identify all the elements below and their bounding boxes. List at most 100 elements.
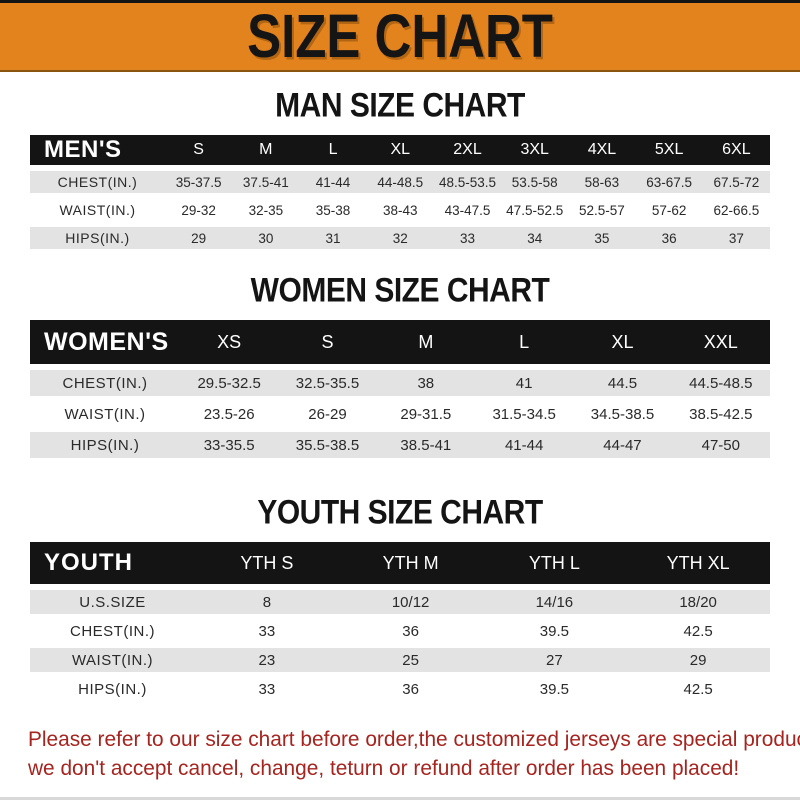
size-value-cell: 38 bbox=[417, 374, 435, 392]
size-value-cell: 52.5-57 bbox=[579, 202, 625, 218]
row-label: CHEST(IN.) bbox=[70, 622, 155, 640]
size-value-cell: 57-62 bbox=[651, 202, 687, 218]
column-header: 6XL bbox=[722, 141, 751, 158]
women-size-table: WOMEN'S XS S M L XL XXL CHEST(IN.) 29.5-32.5 32.… bbox=[30, 320, 770, 458]
size-value-cell: 29 bbox=[689, 651, 707, 669]
column-header: 5XL bbox=[654, 141, 684, 158]
column-header: XL bbox=[390, 141, 411, 158]
size-value-cell: 33-35.5 bbox=[203, 436, 255, 454]
size-value-cell: 29-31.5 bbox=[400, 405, 452, 423]
man-section-title: MAN SIZE CHART bbox=[275, 86, 525, 125]
size-value-cell: 36 bbox=[661, 230, 677, 246]
size-value-cell: 42.5 bbox=[683, 680, 713, 698]
size-value-cell: 23 bbox=[258, 651, 276, 669]
size-chart-banner: SIZE CHART bbox=[0, 0, 800, 72]
row-label: HIPS(IN.) bbox=[78, 680, 147, 698]
size-value-cell: 34.5-38.5 bbox=[590, 405, 655, 423]
size-value-cell: 33 bbox=[258, 680, 276, 698]
column-header: XXL bbox=[703, 331, 738, 352]
size-value-cell: 38.5-41 bbox=[400, 436, 452, 454]
column-header: S bbox=[193, 141, 204, 158]
size-value-cell: 44-48.5 bbox=[377, 174, 424, 190]
size-value-cell: 35 bbox=[594, 230, 610, 246]
size-value-cell: 30 bbox=[258, 230, 274, 246]
size-value-cell: 67.5-72 bbox=[713, 174, 760, 190]
table-row: WAIST(IN.) 23.5-26 26-29 29-31.5 31.5-34.5 34… bbox=[30, 401, 770, 427]
row-label: WAIST(IN.) bbox=[71, 651, 154, 669]
youth-table-header: YOUTH YTH S YTH M YTH L YTH XL bbox=[30, 542, 770, 584]
size-value-cell: 44.5 bbox=[607, 374, 638, 392]
table-row: U.S.SIZE 8 10/12 14/16 18/20 bbox=[30, 590, 770, 614]
size-value-cell: 41 bbox=[515, 374, 533, 392]
row-label: HIPS(IN.) bbox=[70, 436, 140, 454]
table-header-label: YOUTH bbox=[44, 549, 133, 576]
size-value-cell: 39.5 bbox=[539, 622, 569, 640]
men-table-header: MEN'S S M L XL 2XL 3XL 4XL 5XL 6XL bbox=[30, 135, 770, 165]
size-value-cell: 37 bbox=[728, 230, 744, 246]
size-value-cell: 35-38 bbox=[315, 202, 351, 218]
table-row: WAIST(IN.) 23 25 27 29 bbox=[30, 648, 770, 672]
size-value-cell: 62-66.5 bbox=[713, 202, 760, 218]
youth-section-title: YOUTH SIZE CHART bbox=[257, 493, 543, 532]
size-value-cell: 42.5 bbox=[683, 622, 713, 640]
size-value-cell: 29 bbox=[191, 230, 207, 246]
size-value-cell: 14/16 bbox=[535, 593, 574, 611]
youth-size-table: YOUTH YTH S YTH M YTH L YTH XL U.S.SIZE 8 10/1… bbox=[30, 542, 770, 701]
order-policy-note-line1: Please refer to our size chart before or… bbox=[28, 727, 800, 751]
size-value-cell: 34 bbox=[527, 230, 543, 246]
column-header: M bbox=[418, 331, 434, 352]
size-value-cell: 18/20 bbox=[679, 593, 717, 611]
row-label: U.S.SIZE bbox=[79, 593, 146, 611]
size-value-cell: 31.5-34.5 bbox=[492, 405, 556, 423]
column-header: YTH XL bbox=[666, 552, 730, 573]
column-header: 4XL bbox=[587, 141, 617, 158]
bottom-edge-divider bbox=[0, 797, 800, 800]
size-value-cell: 47.5-52.5 bbox=[506, 202, 564, 218]
column-header: 3XL bbox=[520, 141, 549, 158]
row-label: WAIST(IN.) bbox=[59, 202, 136, 218]
row-label: HIPS(IN.) bbox=[65, 230, 130, 246]
column-header: M bbox=[259, 141, 273, 158]
table-row: HIPS(IN.) 29 30 31 32 33 34 35 36 37 bbox=[30, 227, 770, 249]
size-value-cell: 29-32 bbox=[181, 202, 216, 218]
size-value-cell: 32-35 bbox=[248, 202, 284, 218]
size-value-cell: 29.5-32.5 bbox=[197, 374, 261, 392]
table-header-label: WOMEN'S bbox=[44, 327, 169, 356]
table-row: HIPS(IN.) 33-35.5 35.5-38.5 38.5-41 41-44 44-… bbox=[30, 432, 770, 458]
size-value-cell: 36 bbox=[402, 622, 419, 640]
size-value-cell: 47-50 bbox=[701, 436, 740, 454]
size-value-cell: 37.5-41 bbox=[242, 174, 289, 190]
youth-size-section: YOUTH SIZE CHART YOUTH YTH S YTH M YTH L YTH… bbox=[0, 493, 800, 701]
table-row: CHEST(IN.) 33 36 39.5 42.5 bbox=[30, 619, 770, 643]
size-value-cell: 38-43 bbox=[383, 202, 418, 218]
size-value-cell: 35.5-38.5 bbox=[295, 436, 360, 454]
men-size-table: MEN'S S M L XL 2XL 3XL 4XL 5XL 6XL CHEST(IN.) 35-3… bbox=[30, 135, 770, 249]
man-size-section: MAN SIZE CHART MEN'S S M L XL 2XL 3XL 4XL 5XL 6XL… bbox=[0, 86, 800, 249]
size-value-cell: 35-37.5 bbox=[175, 174, 222, 190]
size-value-cell: 48.5-53.5 bbox=[438, 174, 496, 190]
row-label: CHEST(IN.) bbox=[62, 374, 148, 392]
size-value-cell: 32.5-35.5 bbox=[295, 374, 360, 392]
size-value-cell: 36 bbox=[402, 680, 419, 698]
column-header: S bbox=[321, 331, 334, 352]
order-policy-note: Please refer to our size chart before or… bbox=[28, 725, 800, 783]
size-value-cell: 31 bbox=[325, 230, 341, 246]
size-value-cell: 41-44 bbox=[504, 436, 544, 454]
size-value-cell: 33 bbox=[258, 622, 276, 640]
women-table-header: WOMEN'S XS S M L XL XXL bbox=[30, 320, 770, 364]
size-value-cell: 63-67.5 bbox=[646, 174, 693, 190]
column-header: XL bbox=[611, 331, 634, 352]
size-value-cell: 33 bbox=[459, 230, 475, 246]
column-header: 2XL bbox=[453, 141, 482, 158]
column-header: XS bbox=[217, 331, 242, 352]
size-value-cell: 53.5-58 bbox=[511, 174, 558, 190]
table-header-label: MEN'S bbox=[44, 136, 122, 163]
table-row: WAIST(IN.) 29-32 32-35 35-38 38-43 43-47.5 47.… bbox=[30, 199, 770, 221]
size-value-cell: 43-47.5 bbox=[444, 202, 491, 218]
table-row: CHEST(IN.) 35-37.5 37.5-41 41-44 44-48.5 48.5… bbox=[30, 171, 770, 193]
column-header: YTH M bbox=[382, 552, 439, 573]
table-row: HIPS(IN.) 33 36 39.5 42.5 bbox=[30, 677, 770, 701]
size-value-cell: 58-63 bbox=[584, 174, 620, 190]
size-value-cell: 38.5-42.5 bbox=[689, 405, 753, 423]
row-label: WAIST(IN.) bbox=[64, 405, 146, 423]
